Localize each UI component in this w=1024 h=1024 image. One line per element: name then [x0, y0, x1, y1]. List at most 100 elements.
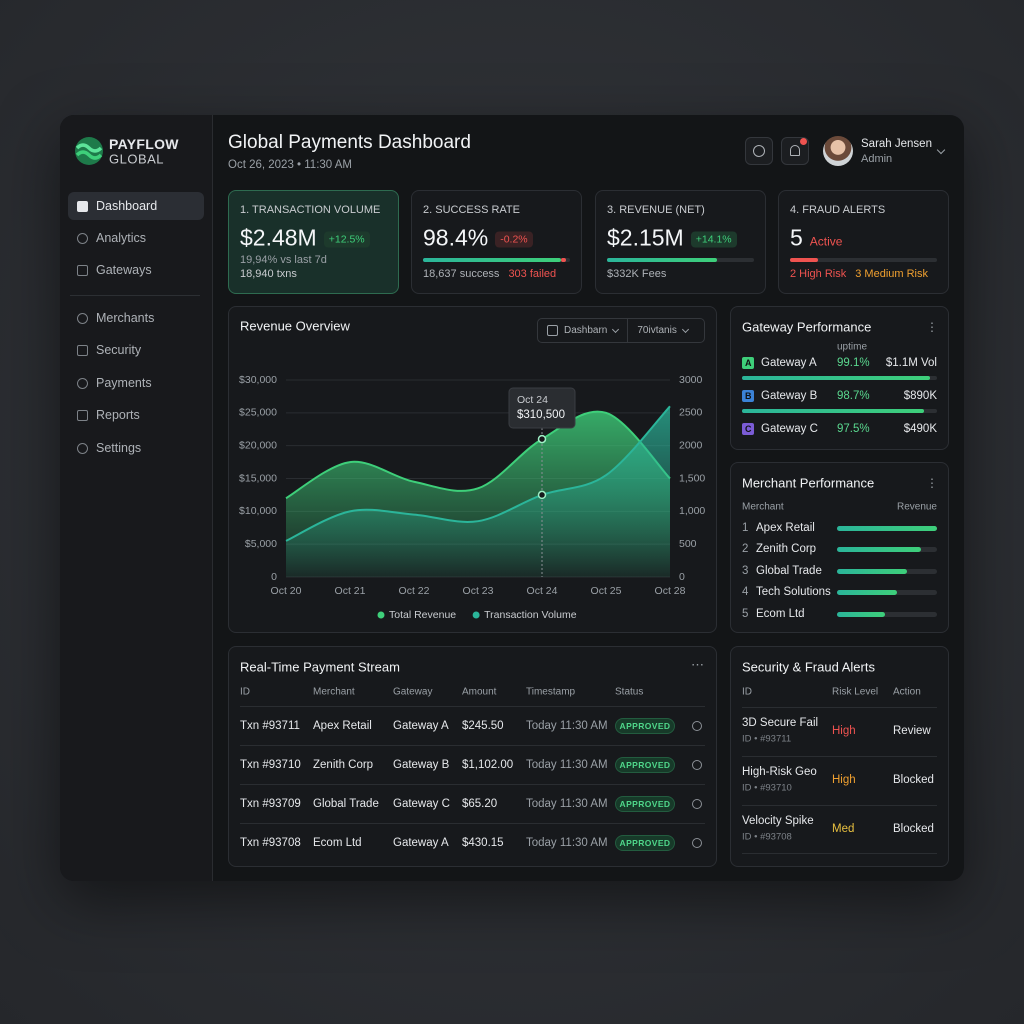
- nav-item[interactable]: Gateways: [68, 256, 204, 284]
- merchant-bar: [837, 569, 907, 574]
- settings-button[interactable]: [745, 137, 773, 165]
- row-action-icon[interactable]: [692, 721, 702, 731]
- kpi-card: [778, 190, 949, 294]
- status-badge: [615, 796, 675, 812]
- alert-risk: High: [832, 725, 856, 737]
- settings-icon: [753, 145, 765, 157]
- kpi-note: 19,94% vs last 7d: [240, 254, 327, 266]
- kpi-bar: [790, 258, 818, 262]
- row-divider: [742, 756, 937, 757]
- kpi-badge: +14.1%: [690, 231, 737, 248]
- column-header: Amount: [462, 686, 497, 698]
- nav-item[interactable]: Merchants: [68, 304, 204, 332]
- kpi-value-row: 5 Active: [790, 225, 842, 252]
- calendar-icon: [547, 325, 558, 336]
- nav-label: Payments: [96, 376, 152, 390]
- avatar: [823, 136, 853, 166]
- kpi-value: 98.4%: [423, 224, 489, 251]
- gateway-badge-letter: B: [745, 391, 752, 401]
- nav-item[interactable]: Reports: [68, 401, 204, 429]
- nav-item[interactable]: Settings: [68, 434, 204, 462]
- stream-cell: $245.50: [462, 720, 504, 732]
- nav-icon: [77, 264, 88, 276]
- alert-action: Blocked: [893, 823, 934, 835]
- nav-label: Merchants: [96, 311, 155, 325]
- row-divider: [240, 745, 705, 746]
- column-header: Risk Level: [832, 686, 879, 698]
- merchant-bar: [837, 526, 937, 531]
- notification-dot: [800, 138, 807, 145]
- nav-icon: [77, 344, 88, 356]
- kpi-badge: +12.5%: [323, 231, 370, 248]
- column-header: Gateway: [393, 686, 433, 698]
- row-divider: [240, 706, 705, 707]
- stream-panel: [228, 646, 717, 867]
- kpi-note: 18,940 txns: [240, 268, 297, 280]
- status-label: APPROVED: [619, 838, 671, 848]
- panel-title: Merchant Performance: [742, 475, 875, 491]
- column-header: Status: [615, 686, 644, 698]
- row-divider: [742, 853, 937, 854]
- gateway-badge: [742, 423, 754, 435]
- stream-cell: $1,102.00: [462, 759, 514, 771]
- logo-icon: [75, 137, 103, 165]
- gateway-name: Gateway B: [761, 390, 818, 402]
- column-header: Action: [893, 686, 921, 698]
- row-divider: [240, 823, 705, 824]
- stream-cell: $65.20: [462, 798, 498, 810]
- kpi-bar: [607, 258, 717, 262]
- kpi-notes: 2 High Risk 3 Medium Risk: [790, 268, 928, 280]
- merchant-rank: 2: [742, 543, 749, 555]
- stream-cell: Gateway A: [393, 837, 449, 849]
- dropdown-chevron: [612, 325, 620, 333]
- brand-tagline: GLOBAL: [109, 151, 165, 167]
- nav-icon: [77, 232, 88, 244]
- row-divider: [742, 805, 937, 806]
- chart-dropdown[interactable]: 70ivtanis: [628, 319, 696, 342]
- merchant-name: Apex Retail: [756, 522, 815, 534]
- nav-icon: [77, 200, 88, 212]
- stream-cell: Today 11:30 AM: [526, 759, 608, 771]
- gateway-volume: $1.1M Vol: [885, 357, 937, 369]
- row-action-icon[interactable]: [692, 799, 702, 809]
- merchant-rank: 1: [742, 522, 749, 534]
- nav-icon: [77, 377, 88, 389]
- nav-icon: [77, 312, 88, 324]
- kpi-value-row: 98.4% -0.2%: [423, 225, 533, 252]
- alert-risk: High: [832, 774, 856, 786]
- stream-cell: Today 11:30 AM: [526, 798, 608, 810]
- gateway-bar: [742, 376, 930, 380]
- row-action-icon[interactable]: [692, 838, 702, 848]
- kpi-value: $2.48M: [240, 224, 317, 251]
- merchant-bar: [837, 547, 921, 552]
- row-action-icon[interactable]: [692, 760, 702, 770]
- nav-label: Analytics: [96, 231, 147, 245]
- gateway-name: Gateway A: [761, 357, 817, 369]
- stream-cell: Txn #93709: [240, 798, 301, 810]
- nav-item[interactable]: Payments: [68, 369, 204, 397]
- kpi-badge: -0.2%: [495, 231, 533, 248]
- nav-label: Settings: [96, 441, 142, 455]
- stream-cell: Apex Retail: [313, 720, 372, 732]
- merchant-bar: [837, 590, 897, 595]
- merchant-rank: 4: [742, 586, 749, 598]
- nav-label: Dashboard: [96, 199, 158, 213]
- column-header: Merchant: [313, 686, 355, 698]
- nav-item[interactable]: Dashboard: [68, 192, 204, 220]
- merchant-name: Zenith Corp: [756, 543, 817, 555]
- gateway-badge: [742, 390, 754, 402]
- column-header: Revenue: [896, 501, 937, 513]
- kpi-note: 18,637 success: [423, 268, 500, 280]
- nav-item[interactable]: Security: [68, 336, 204, 364]
- nav-divider: [70, 295, 200, 296]
- chart-dropdown[interactable]: Dashbarn: [538, 319, 629, 342]
- kpi-value-row: $2.48M +12.5%: [240, 225, 370, 252]
- bell-icon: [790, 145, 800, 156]
- alert-id: ID • #93710: [742, 782, 792, 794]
- merchant-rank: 5: [742, 608, 749, 620]
- kpi-label: 1. TRANSACTION VOLUME: [240, 204, 381, 216]
- alert-id: ID • #93711: [742, 733, 792, 745]
- nav-item[interactable]: Analytics: [68, 224, 204, 252]
- status-label: APPROVED: [619, 760, 671, 770]
